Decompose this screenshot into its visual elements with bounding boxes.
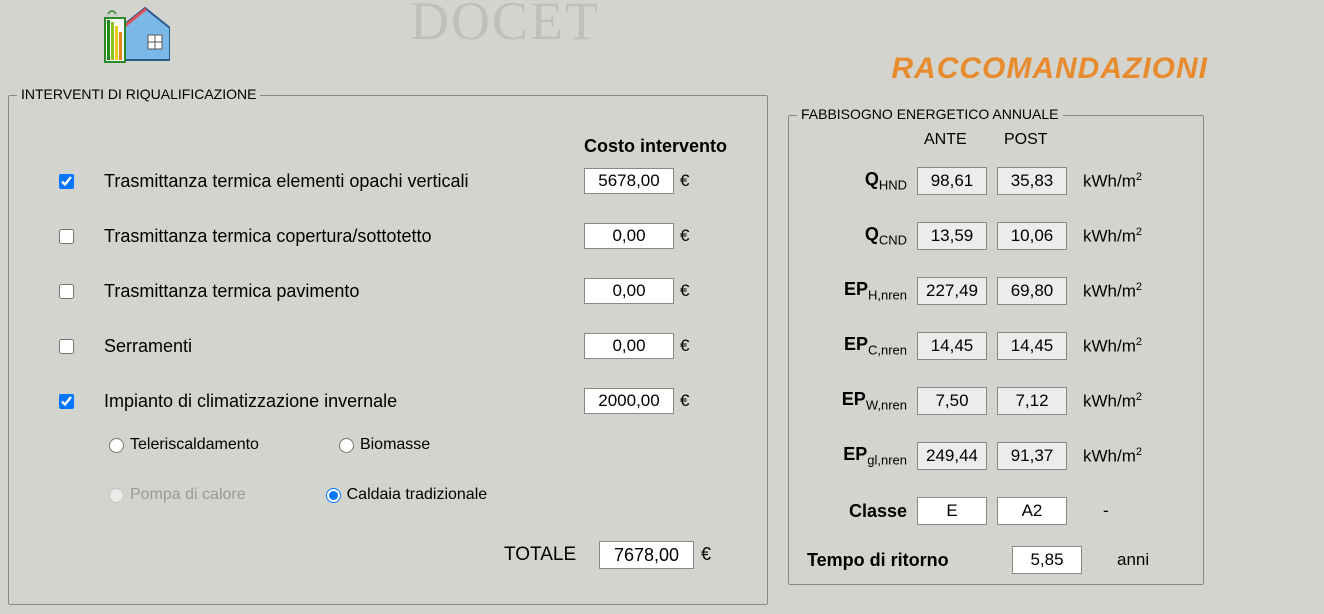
energy-ante-value: 249,44	[917, 442, 987, 470]
currency-label: €	[680, 281, 689, 301]
radio-label: Caldaia tradizionale	[347, 486, 488, 504]
energy-unit: kWh/m2	[1083, 391, 1142, 412]
energy-groupbox: FABBISOGNO ENERGETICO ANNUALE ANTE POST …	[788, 115, 1204, 585]
energy-row-qcnd: QCND 13,59 10,06 kWh/m2	[807, 221, 1142, 251]
cost-input-windows[interactable]	[584, 333, 674, 359]
intervention-label: Trasmittanza termica copertura/sottotett…	[104, 226, 584, 247]
energy-row-class: Classe E A2 -	[807, 496, 1109, 526]
total-cost-field	[599, 541, 694, 569]
energy-post-value: 10,06	[997, 222, 1067, 250]
payback-label: Tempo di ritorno	[807, 550, 982, 571]
radio-biomass[interactable]: Biomasse	[339, 436, 430, 454]
intervention-checkbox-heating[interactable]	[59, 394, 74, 409]
interventions-groupbox: INTERVENTI DI RIQUALIFICAZIONE Costo int…	[8, 95, 768, 605]
energy-unit: -	[1103, 501, 1109, 521]
energy-class-post: A2	[997, 497, 1067, 525]
radio-heat-pump: Pompa di calore	[109, 486, 246, 504]
currency-label: €	[680, 226, 689, 246]
energy-row-eph: EPH,nren 227,49 69,80 kWh/m2	[807, 276, 1142, 306]
payback-row: Tempo di ritorno 5,85 anni	[807, 546, 1149, 574]
intervention-label: Trasmittanza termica elementi opachi ver…	[104, 171, 584, 192]
intervention-row: Trasmittanza termica copertura/sottotett…	[59, 221, 689, 251]
heating-radio-row-2: Pompa di calore Caldaia tradizionale	[109, 486, 487, 504]
energy-ante-value: 98,61	[917, 167, 987, 195]
energy-post-value: 35,83	[997, 167, 1067, 195]
energy-ante-value: 14,45	[917, 332, 987, 360]
energy-unit: kWh/m2	[1083, 226, 1142, 247]
energy-symbol: Classe	[807, 501, 907, 522]
radio-label: Pompa di calore	[130, 486, 246, 504]
radio-label: Biomasse	[360, 436, 430, 454]
energy-post-value: 91,37	[997, 442, 1067, 470]
energy-groupbox-label: FABBISOGNO ENERGETICO ANNUALE	[797, 106, 1063, 122]
col-header-post: POST	[1004, 131, 1048, 149]
currency-label: €	[701, 544, 711, 565]
currency-label: €	[680, 171, 689, 191]
currency-label: €	[680, 391, 689, 411]
energy-ante-value: 7,50	[917, 387, 987, 415]
intervention-checkbox-floor[interactable]	[59, 284, 74, 299]
radio-district-heating-input[interactable]	[109, 438, 124, 453]
intervention-row: Serramenti €	[59, 331, 689, 361]
cost-input-walls[interactable]	[584, 168, 674, 194]
intervention-label: Trasmittanza termica pavimento	[104, 281, 584, 302]
payback-value: 5,85	[1012, 546, 1082, 574]
energy-row-epw: EPW,nren 7,50 7,12 kWh/m2	[807, 386, 1142, 416]
intervention-row: Impianto di climatizzazione invernale €	[59, 386, 689, 416]
payback-unit: anni	[1117, 550, 1149, 570]
cost-input-heating[interactable]	[584, 388, 674, 414]
intervention-checkbox-walls[interactable]	[59, 174, 74, 189]
energy-row-epc: EPC,nren 14,45 14,45 kWh/m2	[807, 331, 1142, 361]
energy-post-value: 69,80	[997, 277, 1067, 305]
radio-district-heating[interactable]: Teleriscaldamento	[109, 436, 259, 454]
energy-symbol: QCND	[807, 224, 907, 248]
energy-post-value: 7,12	[997, 387, 1067, 415]
intervention-label: Serramenti	[104, 336, 584, 357]
col-header-ante: ANTE	[924, 131, 967, 149]
intervention-checkbox-roof[interactable]	[59, 229, 74, 244]
energy-post-value: 14,45	[997, 332, 1067, 360]
heating-radio-row-1: Teleriscaldamento Biomasse	[109, 436, 430, 454]
energy-symbol: QHND	[807, 169, 907, 193]
intervention-label: Impianto di climatizzazione invernale	[104, 391, 584, 412]
cost-input-floor[interactable]	[584, 278, 674, 304]
energy-symbol: EPH,nren	[807, 279, 907, 303]
intervention-row: Trasmittanza termica pavimento €	[59, 276, 689, 306]
energy-unit: kWh/m2	[1083, 281, 1142, 302]
energy-row-qhnd: QHND 98,61 35,83 kWh/m2	[807, 166, 1142, 196]
radio-biomass-input[interactable]	[339, 438, 354, 453]
energy-unit: kWh/m2	[1083, 171, 1142, 192]
energy-house-icon	[100, 0, 170, 70]
cost-input-roof[interactable]	[584, 223, 674, 249]
energy-symbol: EPC,nren	[807, 334, 907, 358]
section-title: RACCOMANDAZIONI	[891, 52, 1208, 86]
radio-label: Teleriscaldamento	[130, 436, 259, 454]
cost-column-header: Costo intervento	[584, 136, 727, 157]
energy-unit: kWh/m2	[1083, 336, 1142, 357]
currency-label: €	[680, 336, 689, 356]
total-label: TOTALE	[504, 544, 576, 566]
energy-symbol: EPW,nren	[807, 389, 907, 413]
radio-heat-pump-input	[109, 488, 124, 503]
energy-unit: kWh/m2	[1083, 446, 1142, 467]
radio-traditional-boiler[interactable]: Caldaia tradizionale	[326, 486, 488, 504]
energy-symbol: EPgl,nren	[807, 444, 907, 468]
interventions-groupbox-label: INTERVENTI DI RIQUALIFICAZIONE	[17, 86, 260, 102]
header: DOCET RACCOMANDAZIONI	[0, 0, 1324, 90]
intervention-checkbox-windows[interactable]	[59, 339, 74, 354]
intervention-row: Trasmittanza termica elementi opachi ver…	[59, 166, 689, 196]
app-title: DOCET	[410, 0, 600, 52]
energy-class-ante: E	[917, 497, 987, 525]
radio-traditional-boiler-input[interactable]	[326, 488, 341, 503]
energy-row-epgl: EPgl,nren 249,44 91,37 kWh/m2	[807, 441, 1142, 471]
energy-ante-value: 227,49	[917, 277, 987, 305]
energy-ante-value: 13,59	[917, 222, 987, 250]
